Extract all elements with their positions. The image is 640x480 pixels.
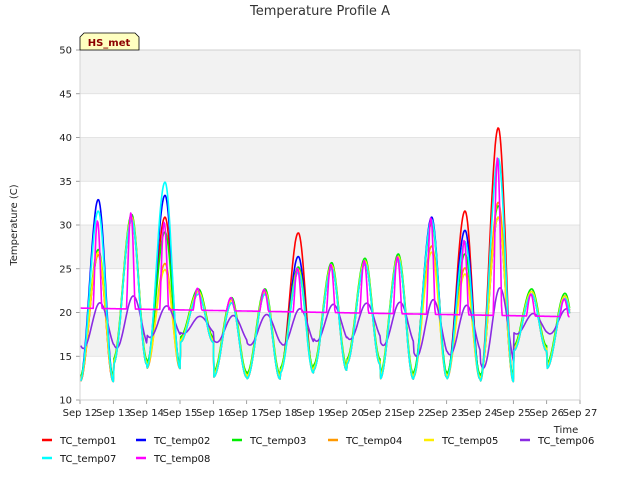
plot-frame: [79, 49, 581, 401]
hs-met-badge: HS_met: [79, 32, 140, 51]
y-tick-label: 40: [59, 133, 72, 144]
plot-band: [80, 50, 580, 94]
series-line-TC_temp07: [79, 157, 571, 383]
y-tick-label: 25: [59, 264, 72, 275]
y-tick-label: 10: [59, 396, 72, 407]
badge-label: HS_met: [88, 38, 131, 49]
x-tick-label: Sep 12: [63, 408, 98, 419]
x-tick-label: Sep 17: [229, 408, 264, 419]
legend-item-label: TC_temp03: [249, 436, 306, 447]
y-tick-label: 45: [59, 89, 72, 100]
legend: TC_temp01 TC_temp02 TC_temp03 TC_temp04 TC_t…: [42, 436, 594, 465]
plot-band: [80, 312, 580, 357]
y-tick-label: 15: [59, 352, 72, 363]
x-tick-label: Sep 23: [429, 408, 464, 419]
series-line-TC_temp06: [79, 286, 571, 369]
legend-item-label: TC_temp08: [153, 454, 210, 465]
x-tick-label: Sep 13: [96, 408, 131, 419]
x-tick-label: Sep 21: [363, 408, 398, 419]
y-tick-label: 30: [59, 221, 72, 232]
y-axis-label: Temperature (C): [9, 184, 20, 266]
y-tick-label: 20: [59, 308, 72, 319]
y-tick-label: 50: [59, 46, 72, 57]
legend-item-label: TC_temp02: [153, 436, 210, 447]
x-tick-label: Sep 22: [396, 408, 431, 419]
x-tick-label: Sep 20: [329, 408, 364, 419]
legend-item-label: TC_temp06: [537, 436, 594, 447]
x-tick-label: Sep 14: [129, 408, 164, 419]
x-tick-label: Sep 27: [563, 408, 598, 419]
plot-band: [80, 137, 580, 182]
x-tick-label: Sep 24: [463, 408, 498, 419]
chart-title: Temperature Profile A: [249, 4, 390, 19]
legend-item-label: TC_temp01: [59, 436, 116, 447]
x-axis-label: Time: [553, 425, 578, 436]
x-tick-label: Sep 16: [196, 408, 231, 419]
series-lines: [79, 127, 571, 383]
legend-item-label: TC_temp04: [345, 436, 402, 447]
legend-item-label: TC_temp07: [59, 454, 116, 465]
x-tick-label: Sep 15: [163, 408, 198, 419]
y-tick-label: 35: [59, 177, 72, 188]
x-tick-label: Sep 18: [263, 408, 298, 419]
x-tick-label: Sep 26: [529, 408, 564, 419]
series-line-TC_temp08: [80, 157, 570, 318]
x-tick-label: Sep 25: [496, 408, 531, 419]
legend-item-label: TC_temp05: [441, 436, 498, 447]
x-tick-label: Sep 19: [296, 408, 331, 419]
